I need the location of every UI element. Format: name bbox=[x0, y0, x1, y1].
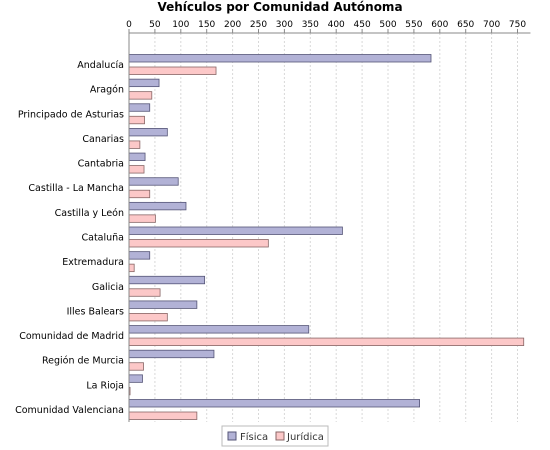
category-label: La Rioja bbox=[86, 380, 124, 391]
x-tick-label: 700 bbox=[483, 20, 500, 30]
legend-label-juridica: Jurídica bbox=[286, 431, 324, 443]
bar-fisica bbox=[128, 325, 310, 334]
legend-swatch-fisica bbox=[227, 431, 237, 441]
x-tick-label: 50 bbox=[149, 20, 161, 30]
x-tick-label: 600 bbox=[431, 20, 448, 30]
category-label: Extremadura bbox=[62, 257, 124, 268]
x-tick-label: 350 bbox=[302, 20, 319, 30]
legend: Física Jurídica bbox=[221, 425, 329, 447]
category-label: Aragón bbox=[90, 85, 124, 96]
x-tick-label: 500 bbox=[379, 20, 396, 30]
bar-fisica bbox=[128, 128, 168, 137]
x-tick-label: 400 bbox=[328, 20, 345, 30]
bar-fisica bbox=[128, 251, 151, 260]
x-tick-label: 0 bbox=[126, 20, 132, 30]
x-tick-label: 450 bbox=[354, 20, 371, 30]
bar-fisica bbox=[128, 201, 187, 211]
bar-fisica bbox=[128, 78, 160, 88]
x-tick-label: 250 bbox=[250, 20, 267, 30]
bar-juridica bbox=[128, 140, 141, 149]
category-label: Región de Murcia bbox=[42, 356, 124, 367]
bar-fisica bbox=[128, 300, 198, 309]
x-axis-ticks: 0 50 100 150 200 250 300 350 400 450 500 550 600 650 7… bbox=[126, 20, 526, 33]
x-tick-label: 550 bbox=[405, 20, 422, 30]
bar-juridica bbox=[128, 337, 525, 346]
category-label: Andalucía bbox=[77, 60, 124, 71]
bar-fisica bbox=[128, 152, 146, 161]
bar-juridica bbox=[128, 288, 161, 297]
legend-box bbox=[221, 425, 329, 447]
category-label: Illes Balears bbox=[67, 306, 124, 317]
category-label: Principado de Asturias bbox=[18, 109, 124, 120]
category-label: Cataluña bbox=[81, 233, 124, 244]
bar-juridica bbox=[128, 66, 217, 75]
x-tick-label: 650 bbox=[457, 20, 474, 30]
bars bbox=[128, 54, 525, 420]
category-labels: Andalucía Aragón Principado de Asturias Can… bbox=[15, 60, 124, 416]
bar-fisica bbox=[128, 399, 420, 408]
bar-fisica bbox=[128, 226, 343, 235]
bar-fisica bbox=[128, 103, 151, 112]
legend-label-fisica: Física bbox=[240, 431, 268, 443]
bar-juridica bbox=[128, 91, 153, 100]
x-tick-label: 150 bbox=[198, 20, 215, 30]
legend-swatch-juridica bbox=[275, 431, 285, 441]
x-tick-label: 750 bbox=[509, 20, 526, 30]
bar-fisica bbox=[128, 54, 432, 63]
category-label: Castilla - La Mancha bbox=[28, 183, 124, 194]
bar-fisica bbox=[128, 349, 215, 359]
bar-fisica bbox=[128, 177, 179, 186]
bar-juridica bbox=[128, 115, 145, 125]
category-label: Comunidad Valenciana bbox=[15, 405, 124, 416]
bar-fisica bbox=[128, 275, 206, 285]
bar-juridica bbox=[128, 313, 168, 322]
category-label: Canarias bbox=[82, 134, 124, 145]
x-tick-label: 300 bbox=[276, 20, 293, 30]
bar-juridica bbox=[128, 411, 198, 420]
bar-juridica bbox=[128, 239, 269, 248]
bar-fisica bbox=[128, 374, 143, 383]
category-label: Galicia bbox=[92, 282, 124, 293]
bar-juridica bbox=[128, 189, 151, 199]
bar-juridica bbox=[128, 165, 145, 174]
category-label: Castilla y León bbox=[55, 208, 124, 219]
category-label: Cantabria bbox=[78, 159, 124, 170]
category-label: Comunidad de Madrid bbox=[19, 331, 124, 342]
x-tick-label: 100 bbox=[172, 20, 189, 30]
bar-juridica bbox=[128, 263, 135, 273]
chart-title: Vehículos por Comunidad Autónoma bbox=[157, 0, 402, 14]
bar-juridica bbox=[128, 214, 156, 223]
x-tick-label: 200 bbox=[224, 20, 241, 30]
bar-juridica bbox=[128, 362, 144, 371]
